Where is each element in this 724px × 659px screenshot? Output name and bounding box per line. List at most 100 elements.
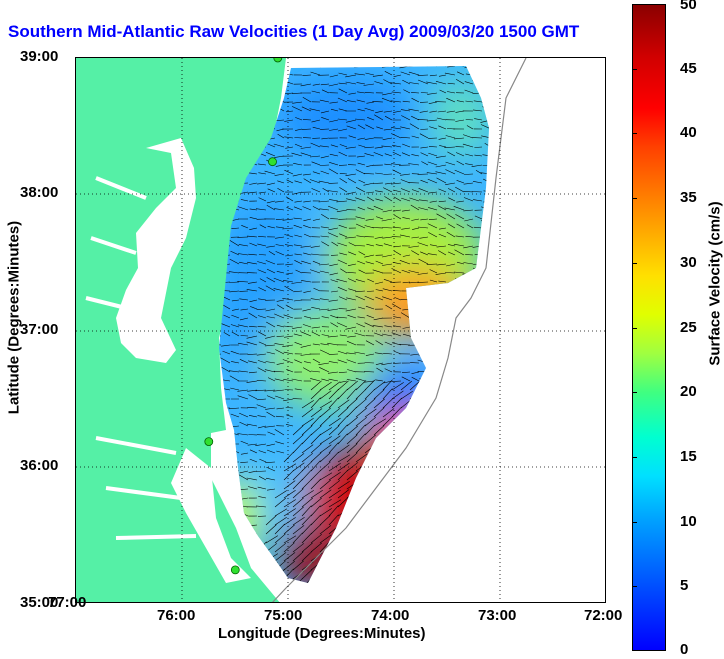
velocity-arrow <box>331 66 339 67</box>
velocity-arrow <box>472 525 485 535</box>
velocity-arrow <box>302 308 312 312</box>
velocity-arrow <box>283 351 294 355</box>
velocity-arrow <box>492 210 500 211</box>
velocity-arrow <box>240 452 249 455</box>
velocity-arrow <box>409 506 421 517</box>
velocity-arrow <box>419 299 429 303</box>
velocity-arrow <box>481 525 489 535</box>
velocity-arrow <box>327 371 339 374</box>
velocity-arrow <box>364 568 375 580</box>
velocity-arrow <box>256 353 267 356</box>
velocity-arrow <box>301 469 312 481</box>
velocity-arrow <box>355 533 368 544</box>
velocity-arrow <box>337 415 348 427</box>
velocity-arrow <box>301 497 313 508</box>
velocity-arrow <box>373 418 387 427</box>
velocity-arrow <box>382 543 395 553</box>
velocity-arrow <box>301 523 312 535</box>
velocity-arrow <box>283 463 297 472</box>
velocity-arrow <box>283 542 295 553</box>
velocity-arrow <box>500 571 511 580</box>
velocity-arrow <box>239 470 249 474</box>
velocity-arrow <box>364 424 376 436</box>
velocity-arrow <box>463 445 476 454</box>
velocity-arrow <box>366 290 375 292</box>
velocity-arrow <box>376 216 384 220</box>
velocity-arrow <box>346 380 358 391</box>
velocity-arrow <box>429 369 438 373</box>
velocity-arrow <box>229 486 240 490</box>
velocity-arrow <box>429 126 438 130</box>
velocity-arrow <box>466 224 474 229</box>
velocity-arrow <box>400 137 411 139</box>
velocity-arrow <box>448 197 456 202</box>
velocity-arrow <box>418 577 429 583</box>
velocity-arrow <box>348 92 357 95</box>
velocity-arrow <box>310 433 322 445</box>
velocity-arrow <box>481 561 489 571</box>
velocity-arrow <box>472 408 485 418</box>
velocity-arrow <box>436 177 447 184</box>
velocity-arrow <box>256 398 267 401</box>
velocity-arrow <box>300 83 312 87</box>
velocity-arrow <box>427 358 438 364</box>
velocity-arrow <box>471 191 483 193</box>
velocity-arrow <box>391 342 402 346</box>
velocity-arrow <box>345 74 357 78</box>
velocity-arrow <box>427 426 440 436</box>
velocity-arrow <box>301 490 314 499</box>
velocity-arrow <box>500 463 511 471</box>
velocity-arrow <box>345 236 357 239</box>
velocity-arrow <box>445 580 459 583</box>
velocity-arrow <box>492 280 500 282</box>
velocity-arrow <box>310 542 322 553</box>
velocity-arrow <box>376 367 384 373</box>
velocity-arrow <box>372 227 384 229</box>
velocity-arrow <box>319 99 330 103</box>
velocity-arrow <box>446 314 456 319</box>
velocity-arrow <box>346 388 357 400</box>
velocity-arrow <box>249 299 258 303</box>
velocity-arrow <box>310 71 321 76</box>
velocity-arrow <box>391 332 402 337</box>
velocity-arrow <box>428 66 438 67</box>
velocity-arrow <box>408 281 420 284</box>
velocity-arrow <box>328 435 341 445</box>
velocity-arrow <box>445 424 456 436</box>
velocity-arrow <box>301 569 313 580</box>
velocity-arrow <box>456 160 465 166</box>
velocity-arrow <box>465 100 474 103</box>
velocity-arrow <box>435 371 447 374</box>
velocity-arrow <box>275 244 285 247</box>
velocity-arrow <box>319 298 330 301</box>
velocity-arrow <box>249 242 258 247</box>
velocity-arrow <box>446 110 456 113</box>
velocity-arrow <box>493 300 501 301</box>
velocity-arrow <box>322 188 330 193</box>
velocity-arrow <box>364 535 377 544</box>
velocity-arrow <box>492 75 500 76</box>
velocity-arrow <box>293 163 303 166</box>
velocity-arrow <box>284 119 294 122</box>
velocity-arrow <box>346 552 359 562</box>
velocity-arrow <box>259 224 267 229</box>
velocity-arrow <box>274 343 285 346</box>
velocity-arrow <box>435 361 447 364</box>
velocity-arrow <box>219 458 222 463</box>
velocity-arrow <box>491 65 500 66</box>
velocity-arrow <box>392 144 402 148</box>
velocity-arrow <box>294 388 303 391</box>
velocity-arrow <box>400 179 411 184</box>
velocity-arrow <box>257 367 267 373</box>
velocity-arrow <box>301 505 312 517</box>
velocity-arrow <box>327 205 339 211</box>
velocity-arrow <box>480 172 489 175</box>
velocity-arrow <box>365 124 375 130</box>
velocity-arrow <box>454 249 465 256</box>
velocity-arrow <box>364 478 375 490</box>
velocity-arrow <box>327 335 339 338</box>
velocity-arrow <box>337 570 350 580</box>
velocity-arrow <box>248 312 258 319</box>
velocity-arrow <box>249 182 258 185</box>
velocity-arrow <box>491 482 503 489</box>
